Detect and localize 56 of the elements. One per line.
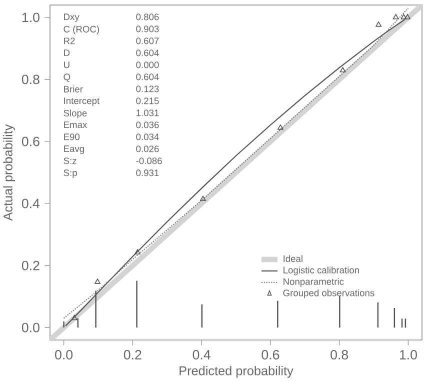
point	[392, 14, 399, 20]
legend-label: Logistic calibration	[284, 266, 359, 276]
annotation: Slope	[64, 110, 87, 118]
legend-label: Grouped observations	[283, 289, 374, 298]
annotation: 0.215	[136, 98, 159, 104]
annotation: Emax	[64, 122, 88, 128]
annotation: 0.036	[136, 122, 159, 128]
legend-label: Nonparametric	[284, 278, 344, 287]
legend-label: Ideal	[284, 255, 302, 262]
annotation: 0.903	[136, 26, 159, 32]
annotation: -0.086	[136, 158, 162, 164]
y-axis-title: Actual probability	[3, 124, 15, 221]
annotation: 0.034	[136, 134, 159, 140]
point	[94, 278, 100, 284]
annotation: 0.604	[136, 50, 159, 56]
annotation: 0.604	[136, 74, 159, 80]
annotation: Brier	[64, 86, 83, 92]
annotation: U	[64, 62, 70, 68]
x-tick-label: 0.0	[55, 350, 73, 360]
annotation: 0.026	[136, 146, 159, 152]
annotation: 0.607	[136, 38, 159, 44]
point	[404, 14, 410, 20]
annotation: 0.931	[136, 170, 159, 176]
point	[277, 124, 284, 130]
annotation: 1.031	[136, 110, 159, 116]
annotation: Q	[64, 74, 70, 82]
point	[200, 196, 206, 202]
point	[376, 22, 382, 27]
point	[72, 314, 78, 320]
annotation: C (ROC)	[64, 26, 99, 34]
point	[340, 67, 346, 72]
annotation: E90	[64, 134, 80, 140]
y-tick-label: 0.8	[22, 74, 40, 84]
y-tick-label: 0.6	[22, 136, 40, 146]
annotation: 0.123	[136, 86, 159, 92]
annotation: D	[64, 50, 70, 56]
x-tick-label: 0.8	[330, 350, 348, 360]
x-tick-label: 0.4	[192, 350, 210, 360]
x-tick-label: 0.6	[262, 350, 280, 360]
annotation: S:z	[64, 158, 76, 164]
annotation: R2	[64, 38, 75, 44]
point	[134, 249, 140, 254]
point	[400, 14, 407, 20]
annotation: 0.000	[136, 62, 159, 68]
annotation: Intercept	[64, 98, 100, 106]
annotation: Eavg	[64, 146, 84, 154]
x-axis-title: Predicted probability	[180, 366, 294, 378]
x-tick-label: 1.0	[400, 350, 417, 360]
y-tick-label: 1.0	[22, 12, 40, 22]
y-tick-label: 0.0	[22, 322, 40, 332]
annotation: S:p	[64, 170, 77, 178]
y-tick-label: 0.4	[22, 198, 40, 208]
x-tick-label: 0.2	[124, 350, 142, 360]
annotation: Dxy	[64, 14, 80, 22]
y-tick-label: 0.2	[22, 260, 40, 270]
annotation: 0.806	[136, 14, 159, 20]
